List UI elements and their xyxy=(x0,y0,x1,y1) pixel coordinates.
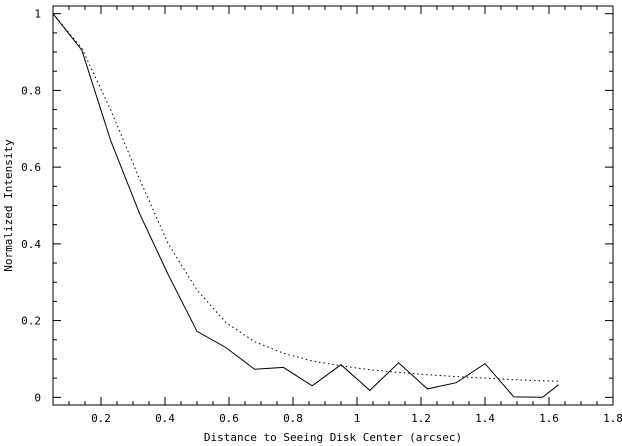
y-tick-label: 0 xyxy=(34,391,41,404)
x-tick-label: 0.4 xyxy=(155,412,175,425)
dotted-model-line xyxy=(52,13,559,382)
y-tick-label: 1 xyxy=(34,8,41,21)
x-tick-label: 1.6 xyxy=(539,412,559,425)
y-axis-title: Normalized Intensity xyxy=(2,139,15,272)
x-tick-label: 0.2 xyxy=(91,412,111,425)
x-tick-label: 1 xyxy=(354,412,361,425)
labels-layer: 0.2 0.4 0.6 0.8 1 1.2 1.4 1.6 1.8 0 0.2 0.4 0.6 0.8 1 xyxy=(21,8,622,425)
plot-layer xyxy=(52,5,614,406)
ticks-layer xyxy=(52,6,614,405)
solid-profile-line xyxy=(52,13,559,398)
y-tick-label: 0.2 xyxy=(21,315,41,328)
x-tick-label: 1.4 xyxy=(475,412,495,425)
x-tick-label: 1.2 xyxy=(411,412,431,425)
x-axis-title: Distance to Seeing Disk Center (arcsec) xyxy=(204,431,462,444)
x-tick-label: 0.8 xyxy=(283,412,303,425)
x-tick-label: 0.6 xyxy=(219,412,239,425)
y-tick-label: 0.8 xyxy=(21,84,41,97)
y-tick-label: 0.6 xyxy=(21,161,41,174)
plot-frame xyxy=(52,5,614,406)
x-tick-label: 1.8 xyxy=(603,412,622,425)
y-tick-label: 0.4 xyxy=(21,238,41,251)
